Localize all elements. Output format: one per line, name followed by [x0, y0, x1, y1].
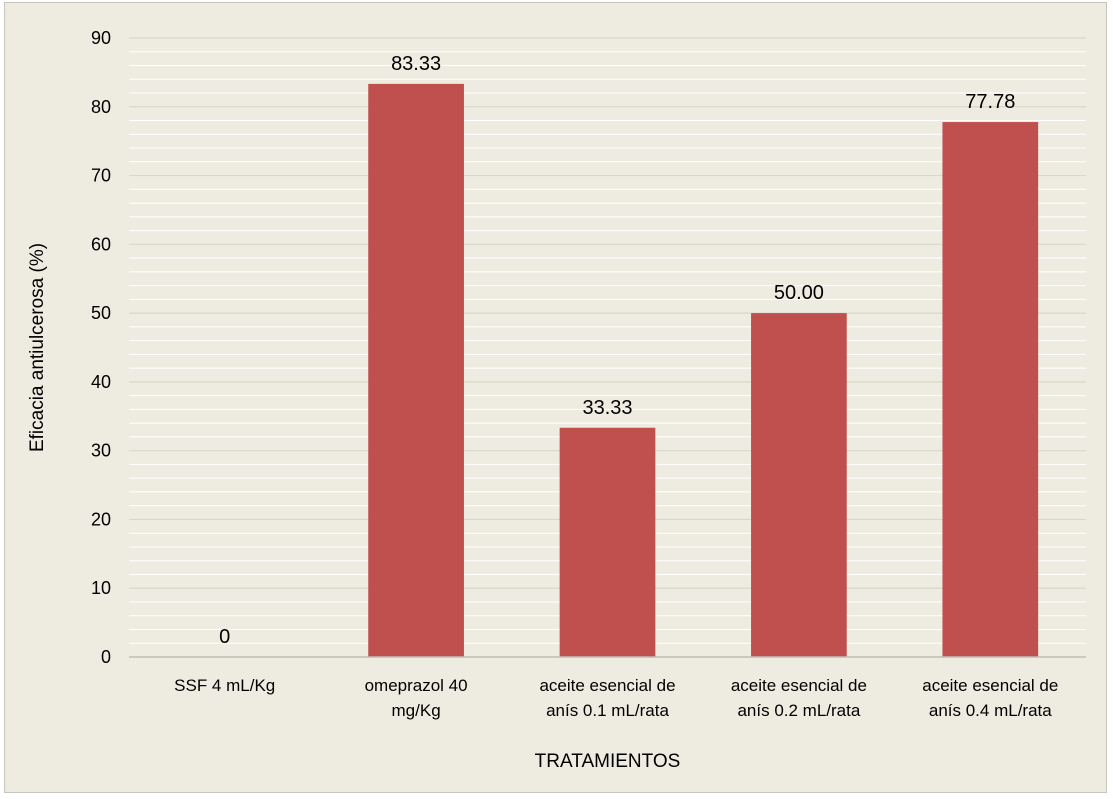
x-axis-title: TRATAMIENTOS: [535, 751, 681, 772]
bar-value-label: 33.33: [582, 397, 632, 419]
x-category-label: aceite esencial de anís 0.2 mL/rata: [731, 676, 867, 720]
y-tick-label: 90: [91, 28, 111, 48]
chart-area: 0 83.33 33.33 50.00 77.78 0 10 20 30 40 50 60 70 80 9…: [4, 2, 1107, 793]
y-tick-label: 60: [91, 234, 111, 254]
bar-value-label: 50.00: [774, 282, 824, 304]
bar-chart: 0 83.33 33.33 50.00 77.78 0 10 20 30 40 50 60 70 80 9…: [27, 28, 1086, 772]
bar-value-label: 0: [219, 626, 230, 648]
x-category-label: aceite esencial de anís 0.4 mL/rata: [922, 676, 1058, 720]
y-tick-label: 50: [91, 303, 111, 323]
bar: [751, 313, 847, 657]
bar-value-label: 83.33: [391, 53, 441, 75]
y-tick-label: 40: [91, 372, 111, 392]
x-category-label: aceite esencial de anís 0.1 mL/rata: [539, 676, 675, 720]
x-category-label: omeprazol 40 mg/Kg: [365, 676, 468, 720]
y-tick-label: 20: [91, 509, 111, 529]
bar-value-label: 77.78: [965, 91, 1015, 113]
bar: [942, 122, 1039, 657]
y-tick-label: 80: [91, 97, 111, 117]
x-category-label: SSF 4 mL/Kg: [174, 676, 275, 695]
bar: [368, 83, 464, 658]
y-tick-label: 70: [91, 166, 111, 186]
data-labels: 0 83.33 33.33 50.00 77.78: [219, 53, 1015, 648]
bar-series: [368, 83, 1039, 658]
bar: [559, 427, 656, 657]
y-tick-label: 30: [91, 441, 111, 461]
x-axis-category-labels: SSF 4 mL/Kg omeprazol 40 mg/Kg aceite esenc…: [174, 676, 1058, 720]
y-tick-label: 0: [101, 647, 111, 667]
y-axis-title: Eficacia antiulcerosa (%): [27, 243, 48, 452]
y-tick-label: 10: [91, 578, 111, 598]
y-axis-tick-labels: 0 10 20 30 40 50 60 70 80 90: [91, 28, 111, 667]
